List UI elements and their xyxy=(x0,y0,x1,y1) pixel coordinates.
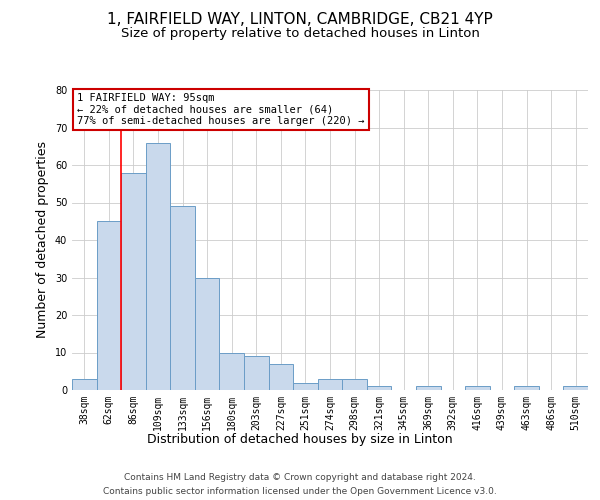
Bar xyxy=(367,386,391,390)
Bar xyxy=(514,386,539,390)
Bar xyxy=(416,386,440,390)
Bar xyxy=(244,356,269,390)
Bar xyxy=(269,364,293,390)
Bar xyxy=(342,379,367,390)
Bar xyxy=(465,386,490,390)
Text: Distribution of detached houses by size in Linton: Distribution of detached houses by size … xyxy=(147,432,453,446)
Bar xyxy=(220,352,244,390)
Text: 1 FAIRFIELD WAY: 95sqm
← 22% of detached houses are smaller (64)
77% of semi-det: 1 FAIRFIELD WAY: 95sqm ← 22% of detached… xyxy=(77,93,365,126)
Y-axis label: Number of detached properties: Number of detached properties xyxy=(36,142,49,338)
Text: Size of property relative to detached houses in Linton: Size of property relative to detached ho… xyxy=(121,28,479,40)
Bar xyxy=(318,379,342,390)
Text: Contains HM Land Registry data © Crown copyright and database right 2024.: Contains HM Land Registry data © Crown c… xyxy=(124,472,476,482)
Text: 1, FAIRFIELD WAY, LINTON, CAMBRIDGE, CB21 4YP: 1, FAIRFIELD WAY, LINTON, CAMBRIDGE, CB2… xyxy=(107,12,493,28)
Bar xyxy=(563,386,588,390)
Bar xyxy=(121,172,146,390)
Bar xyxy=(146,142,170,390)
Bar xyxy=(293,382,318,390)
Bar xyxy=(170,206,195,390)
Bar xyxy=(97,221,121,390)
Text: Contains public sector information licensed under the Open Government Licence v3: Contains public sector information licen… xyxy=(103,488,497,496)
Bar xyxy=(195,278,220,390)
Bar xyxy=(72,379,97,390)
